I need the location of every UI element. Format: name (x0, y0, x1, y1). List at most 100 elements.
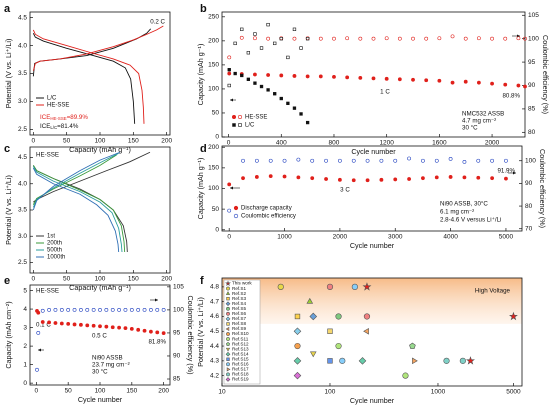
marker (117, 325, 121, 330)
legend-label: Ref.S1 (232, 286, 246, 291)
marker (277, 283, 284, 290)
marker (371, 76, 376, 81)
x-tick-label: 1600 (432, 140, 447, 147)
x-tick-label: 50 (63, 276, 71, 283)
marker (462, 175, 467, 180)
x-tick-label: 0 (32, 276, 36, 283)
marker (227, 208, 232, 213)
marker (339, 357, 346, 364)
marker (326, 283, 334, 290)
marker (305, 37, 310, 41)
marker (238, 115, 243, 120)
marker (299, 112, 303, 116)
panel-letter: c (4, 143, 10, 155)
marker (227, 55, 232, 60)
y-tick-label: 5 (23, 287, 27, 294)
x-tick-label: 4000 (443, 234, 458, 241)
marker (240, 27, 244, 31)
marker (434, 158, 439, 163)
marker (286, 55, 290, 60)
y-tick-label: 4.0 (18, 180, 27, 187)
marker (47, 307, 51, 312)
marker (225, 301, 231, 307)
x-tick-label: 150 (126, 388, 137, 395)
marker (296, 157, 301, 162)
y2-tick-label: 95 (173, 330, 181, 337)
marker (358, 36, 363, 41)
marker (324, 158, 328, 163)
marker (149, 307, 153, 312)
y-tick-label: 0 (23, 380, 27, 387)
marker (476, 36, 481, 41)
marker (273, 92, 277, 96)
marker (246, 51, 251, 55)
arrow-head (230, 186, 233, 190)
ice-part: ICE (40, 114, 50, 121)
y2-tick-label: 70 (525, 225, 533, 232)
y-tick-label: 100 (208, 86, 219, 93)
x-tick-label: 200 (161, 138, 172, 145)
marker (448, 157, 453, 161)
legend-label: HE-SSE (245, 115, 267, 121)
y-tick-label: 0 (215, 134, 219, 141)
legend-label: Coulombic efficiency (241, 214, 296, 220)
y2-axis-label: Coulombic efficiency (%) (541, 35, 550, 114)
marker (324, 177, 328, 181)
x-tick-label: 200 (158, 388, 169, 395)
marker (59, 307, 64, 312)
marker (407, 177, 411, 181)
marker (254, 158, 259, 163)
marker (466, 356, 475, 365)
y-tick-label: 4.0 (18, 42, 27, 49)
marker (254, 175, 259, 179)
y-axis-label: Potential (V vs. Li⁺/Li) (4, 175, 13, 245)
panel: a 0 50 100 150 200 2.5 3.0 3.5 4.0 4.5 Capacity (mA… (4, 3, 173, 154)
marker (35, 367, 39, 372)
marker (36, 331, 41, 335)
marker (309, 312, 318, 321)
legend-label: Ref.S3 (232, 296, 246, 301)
y-tick-label: 4.7 (210, 298, 219, 305)
y-tick-label: 50 (212, 110, 220, 117)
legend-label: Ref.S14 (232, 351, 249, 356)
marker (225, 347, 231, 352)
marker (462, 159, 467, 164)
y2-tick-label: 105 (528, 12, 539, 19)
marker (266, 88, 270, 92)
marker (292, 106, 297, 110)
annotation: 0.5 C (92, 333, 107, 340)
marker (490, 81, 494, 86)
marker (292, 74, 297, 78)
marker (98, 324, 102, 329)
legend-label: 200th (47, 241, 62, 247)
marker (421, 158, 425, 163)
y2-axis-label: Coulombic efficiency (%) (538, 149, 547, 228)
y-tick-label: 4 (23, 306, 27, 313)
ice-annotation: ICEL/C=81.4% (40, 123, 79, 130)
marker (345, 36, 350, 41)
marker (305, 120, 310, 125)
panel-letter: a (4, 3, 11, 15)
x-tick-label: 100 (325, 389, 336, 396)
curve (32, 25, 164, 124)
marker (379, 158, 384, 163)
ice-part: =81.4% (57, 123, 79, 130)
arrow-head (38, 348, 41, 352)
marker (409, 342, 416, 349)
annotation: 3 C (340, 187, 350, 194)
marker (85, 323, 90, 328)
y-tick-label: 2 (23, 343, 27, 350)
marker (279, 37, 283, 41)
marker (66, 321, 71, 326)
x-tick-label: 5000 (499, 234, 514, 241)
annotation: 6.1 mg cm⁻² (440, 209, 474, 216)
y2-tick-label: 90 (525, 180, 533, 187)
marker (351, 158, 356, 163)
annotation: HE-SSE (36, 288, 59, 295)
arrow-head (155, 298, 158, 302)
y2-tick-label: 90 (173, 353, 181, 360)
marker (268, 174, 273, 179)
marker (232, 123, 236, 127)
marker (337, 177, 342, 182)
curve (32, 154, 126, 253)
